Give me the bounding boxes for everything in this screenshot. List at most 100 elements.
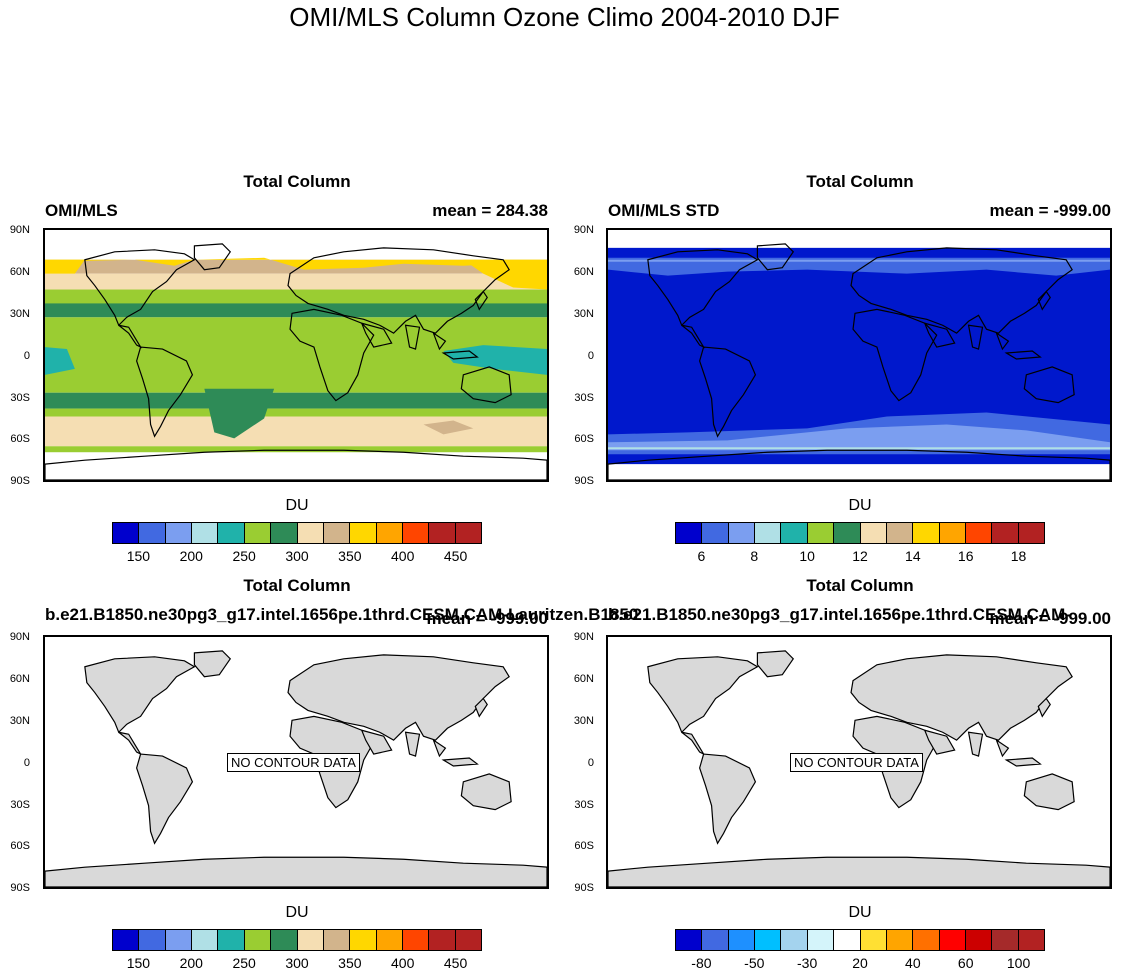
colorbar-swatch xyxy=(728,523,756,543)
colorbar-tick-label: 200 xyxy=(179,548,203,564)
panel2-left-string: OMI/MLS STD xyxy=(608,201,720,220)
colorbar-swatch xyxy=(992,523,1019,543)
panel2-right-string: mean = -999.00 xyxy=(989,201,1111,220)
panel2-title: Total Column xyxy=(806,172,914,191)
colorbar-swatch xyxy=(676,523,703,543)
colorbar-swatch xyxy=(113,930,140,950)
colorbar-swatch xyxy=(781,930,808,950)
panel2-map xyxy=(606,228,1112,482)
lat-label: 0 xyxy=(23,350,30,362)
panel4-du-label: DU xyxy=(848,904,872,921)
colorbar-tick-label: 150 xyxy=(126,955,151,971)
lat-label: 30N xyxy=(573,715,594,727)
colorbar-swatch xyxy=(323,930,351,950)
lat-label: 90N xyxy=(573,631,594,643)
colorbar-swatch xyxy=(139,930,166,950)
colorbar-swatch xyxy=(350,523,377,543)
lat-label: 0 xyxy=(587,757,594,769)
lat-label: 60N xyxy=(573,266,594,278)
panel3-no-data-label: NO CONTOUR DATA xyxy=(227,753,360,772)
panel3-title: Total Column xyxy=(243,576,351,595)
panel4-right-string: mean = -999.00 xyxy=(989,609,1111,628)
colorbar-swatch xyxy=(965,523,993,543)
lat-label: 60S xyxy=(10,433,30,445)
lat-label: 90S xyxy=(10,475,30,487)
panel3-right-string: mean = -999.00 xyxy=(426,609,548,628)
colorbar-tick-label: 40 xyxy=(905,955,921,971)
colorbar-tick-label: 8 xyxy=(750,548,759,564)
colorbar-tick-label: 250 xyxy=(232,955,256,971)
colorbar-swatch xyxy=(886,930,914,950)
colorbar-swatch xyxy=(271,523,298,543)
colorbar-swatch xyxy=(218,523,245,543)
colorbar-swatch xyxy=(113,523,140,543)
panel4-colorbar xyxy=(675,929,1045,951)
colorbar-swatch xyxy=(429,930,456,950)
colorbar-swatch xyxy=(323,523,351,543)
colorbar-swatch xyxy=(755,523,782,543)
colorbar-swatch xyxy=(913,523,940,543)
colorbar-swatch xyxy=(860,523,887,543)
colorbar-tick-label: 200 xyxy=(179,955,203,971)
colorbar-swatch xyxy=(297,523,324,543)
colorbar-tick-label: 150 xyxy=(126,548,151,564)
colorbar-swatch xyxy=(807,523,835,543)
colorbar-swatch xyxy=(218,930,245,950)
colorbar-tick-label: 12 xyxy=(852,548,868,564)
colorbar-swatch xyxy=(965,930,993,950)
colorbar-tick-label: -50 xyxy=(744,955,765,971)
colorbar-tick-label: 60 xyxy=(957,955,974,971)
colorbar-swatch xyxy=(1018,523,1045,543)
lat-label: 30N xyxy=(9,308,30,320)
lat-label: 30S xyxy=(574,799,594,811)
panel1-colorbar xyxy=(112,522,482,544)
figure-title: OMI/MLS Column Ozone Climo 2004-2010 DJF xyxy=(289,2,840,32)
colorbar-tick-label: 250 xyxy=(232,548,256,564)
colorbar-swatch xyxy=(781,523,808,543)
panel3-du-label: DU xyxy=(285,904,309,921)
colorbar-swatch xyxy=(455,523,482,543)
panel1-map xyxy=(43,228,549,482)
colorbar-tick-label: 100 xyxy=(1006,955,1031,971)
colorbar-swatch xyxy=(429,523,456,543)
panel2-colorbar xyxy=(675,522,1045,544)
colorbar-swatch xyxy=(165,930,193,950)
colorbar-swatch xyxy=(455,930,482,950)
colorbar-swatch xyxy=(807,930,835,950)
colorbar-swatch xyxy=(139,523,166,543)
lat-label: 60N xyxy=(9,266,30,278)
lat-label: 30N xyxy=(9,715,30,727)
lat-label: 90S xyxy=(574,475,594,487)
colorbar-tick-label: 300 xyxy=(285,548,309,564)
colorbar-tick-label: 16 xyxy=(957,548,974,564)
colorbar-swatch xyxy=(728,930,756,950)
lat-label: 90N xyxy=(9,631,30,643)
colorbar-swatch xyxy=(271,930,298,950)
colorbar-swatch xyxy=(939,523,966,543)
colorbar-swatch xyxy=(939,930,966,950)
colorbar-swatch xyxy=(702,523,729,543)
lat-label: 90N xyxy=(573,224,594,236)
lat-label: 90S xyxy=(10,882,30,894)
lat-label: 90S xyxy=(574,882,594,894)
colorbar-swatch xyxy=(886,523,914,543)
colorbar-tick-label: 14 xyxy=(905,548,921,564)
lat-label: 30S xyxy=(10,392,30,404)
panel4-left-string: b.e21.B1850.ne30pg3_g17.intel.1656pe.1th… xyxy=(608,605,1071,624)
panel2-std-field xyxy=(608,230,1110,480)
panel1-du-label: DU xyxy=(285,497,309,514)
colorbar-tick-label: 10 xyxy=(799,548,815,564)
colorbar-swatch xyxy=(192,523,219,543)
colorbar-swatch xyxy=(244,930,272,950)
colorbar-swatch xyxy=(402,523,430,543)
colorbar-swatch xyxy=(860,930,887,950)
colorbar-tick-label: 400 xyxy=(391,548,415,564)
panel4-title: Total Column xyxy=(806,576,914,595)
panel1-title: Total Column xyxy=(243,172,351,191)
colorbar-swatch xyxy=(702,930,729,950)
panel1-right-string: mean = 284.38 xyxy=(432,201,548,220)
colorbar-swatch xyxy=(376,523,403,543)
colorbar-swatch xyxy=(244,523,272,543)
colorbar-tick-label: -30 xyxy=(797,955,818,971)
lat-label: 60S xyxy=(10,840,30,852)
